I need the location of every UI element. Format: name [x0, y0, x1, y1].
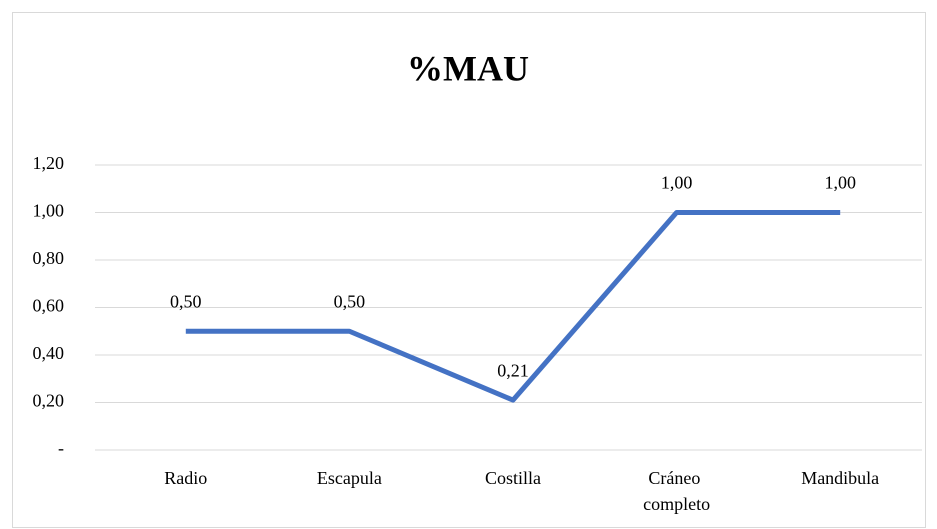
- chart-border: [12, 12, 926, 528]
- data-label: 1,00: [824, 173, 856, 193]
- chart-title: %MAU: [407, 48, 529, 88]
- y-tick-label: 1,20: [33, 153, 65, 173]
- x-tick-label: Mandibula: [801, 468, 879, 488]
- data-label: 1,00: [661, 173, 693, 193]
- y-tick-label: 0,40: [33, 343, 65, 363]
- y-tick-label: 0,20: [33, 391, 65, 411]
- x-tick-label: Cráneo completo: [643, 468, 710, 514]
- y-tick-label: 0,60: [33, 296, 65, 316]
- data-line: [185, 210, 841, 403]
- data-label: 0,21: [497, 360, 529, 380]
- data-label: 0,50: [334, 291, 366, 311]
- x-tick-label: Escapula: [317, 468, 382, 488]
- data-label: 0,50: [170, 291, 202, 311]
- y-tick-label: -: [58, 438, 64, 458]
- x-tick-label: Radio: [164, 468, 207, 488]
- x-tick-label: Costilla: [485, 468, 541, 488]
- y-tick-label: 1,00: [33, 201, 65, 221]
- y-tick-label: 0,80: [33, 248, 65, 268]
